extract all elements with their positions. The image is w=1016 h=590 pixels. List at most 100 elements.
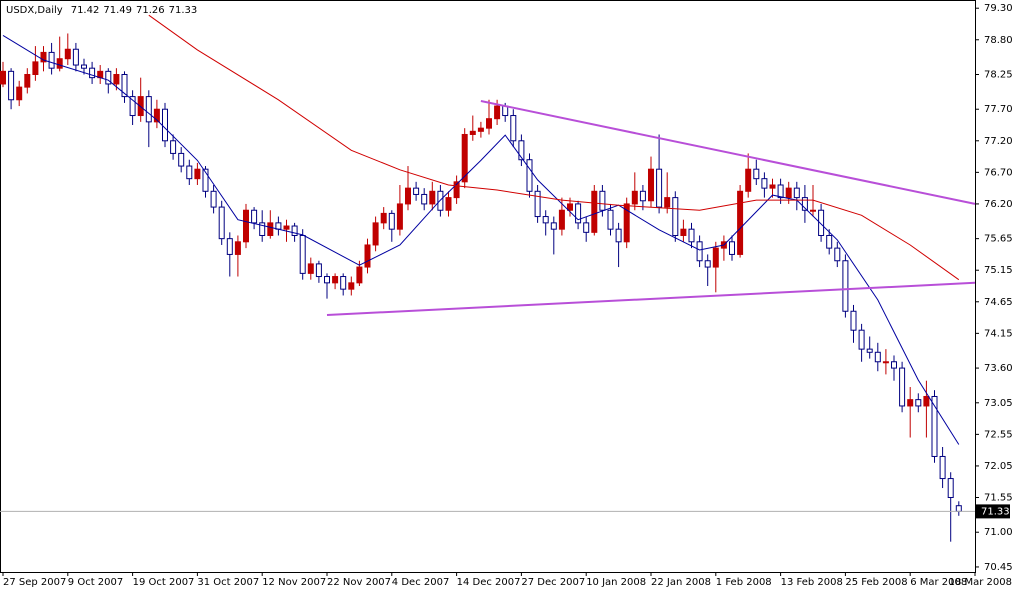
x-tick-label: 14 Dec 2007 (457, 577, 521, 588)
candle-body (234, 241, 241, 255)
candle-body (737, 190, 744, 255)
candle-body (404, 187, 411, 205)
candle-body (818, 209, 825, 236)
x-tick-label: 27 Dec 2007 (521, 577, 585, 588)
candle-body (210, 190, 217, 208)
y-tick-label: 72.05 (984, 461, 1013, 472)
y-tick-label: 77.20 (984, 136, 1013, 147)
candle-body (283, 225, 290, 230)
indicator-line (326, 281, 976, 316)
candle-body (113, 73, 120, 85)
candle-body (566, 203, 573, 211)
candle-body (761, 178, 768, 189)
candle-body (834, 247, 841, 262)
candle-body (615, 228, 622, 243)
candle-body (299, 234, 306, 274)
y-tick-label: 73.05 (984, 398, 1013, 409)
candle-body (485, 118, 492, 129)
candle-body (890, 361, 897, 369)
candle-body (955, 505, 962, 512)
candle-body (575, 203, 582, 224)
candle-body (477, 127, 484, 132)
candle-body (161, 108, 168, 142)
candle-body (275, 222, 282, 230)
candle-body (526, 159, 533, 192)
candle-body (32, 61, 39, 75)
y-tick-label: 79.30 (984, 3, 1013, 14)
candle-body (842, 260, 849, 312)
candle-body (218, 206, 225, 240)
candle-body (688, 228, 695, 243)
price-label: 71.33 (981, 506, 1010, 517)
candle-body (16, 86, 23, 101)
y-tick-label: 70.45 (984, 562, 1013, 573)
y-tick-label: 76.20 (984, 199, 1013, 210)
y-tick-label: 78.25 (984, 69, 1013, 80)
candle-body (882, 361, 889, 364)
indicator-line (480, 100, 976, 205)
candle-body (307, 263, 314, 274)
candle-body (777, 184, 784, 199)
x-tick-label: 31 Oct 2007 (197, 577, 259, 588)
candle-body (639, 190, 646, 202)
candle-body (664, 197, 671, 208)
y-tick-label: 75.65 (984, 234, 1013, 245)
candle-body (623, 203, 630, 243)
y-tick-label: 77.70 (984, 104, 1013, 115)
candle-body (170, 140, 177, 154)
candle-body (396, 203, 403, 230)
y-tick-label: 72.55 (984, 429, 1013, 440)
candle-body (826, 234, 833, 249)
candle-body (469, 130, 476, 135)
candle-body (583, 222, 590, 233)
candle-body (153, 108, 160, 123)
candle-body (259, 222, 266, 236)
candle-body (372, 222, 379, 246)
x-tick-label: 1 Feb 2008 (716, 577, 772, 588)
candle-body (364, 244, 371, 268)
candle-body (534, 190, 541, 218)
candle-body (558, 209, 565, 230)
candle-body (348, 282, 355, 290)
x-tick-label: 25 Feb 2008 (845, 577, 907, 588)
candle-body (923, 395, 930, 407)
candle-body (0, 70, 6, 85)
candle-body (931, 395, 938, 457)
candle-body (915, 399, 922, 407)
price-label-box (976, 504, 1010, 519)
candle-body (809, 209, 816, 212)
candle-body (858, 329, 865, 350)
candle-body (178, 152, 185, 167)
candle-body (631, 190, 638, 205)
candle-body (939, 455, 946, 480)
candle-body (704, 260, 711, 268)
candle-body (242, 209, 249, 243)
x-tick-label: 22 Jan 2008 (651, 577, 711, 588)
candle-body (696, 241, 703, 262)
x-tick-label: 12 Nov 2007 (262, 577, 326, 588)
candle-body (388, 212, 395, 230)
candle-body (356, 266, 363, 284)
candle-body (947, 478, 954, 499)
candle-body (907, 399, 914, 407)
candle-body (874, 351, 881, 363)
candle-body (145, 96, 152, 123)
candle-body (599, 190, 606, 211)
candle-body (429, 190, 436, 205)
candle-body (494, 105, 501, 120)
candle-body (461, 133, 468, 183)
close: 71.33 (169, 5, 198, 16)
indicator-line (2, 34, 960, 445)
candle-body (550, 222, 557, 230)
candle-body (607, 209, 614, 230)
high: 71.49 (103, 5, 132, 16)
y-tick-label: 71.55 (984, 493, 1013, 504)
candle-body (421, 193, 428, 205)
candle-body (315, 263, 322, 278)
candle-body (267, 222, 274, 236)
candle-body (899, 367, 906, 407)
x-tick-label: 19 Oct 2007 (133, 577, 195, 588)
candle-body (769, 184, 776, 189)
candle-body (129, 96, 136, 117)
candle-body (64, 48, 71, 60)
